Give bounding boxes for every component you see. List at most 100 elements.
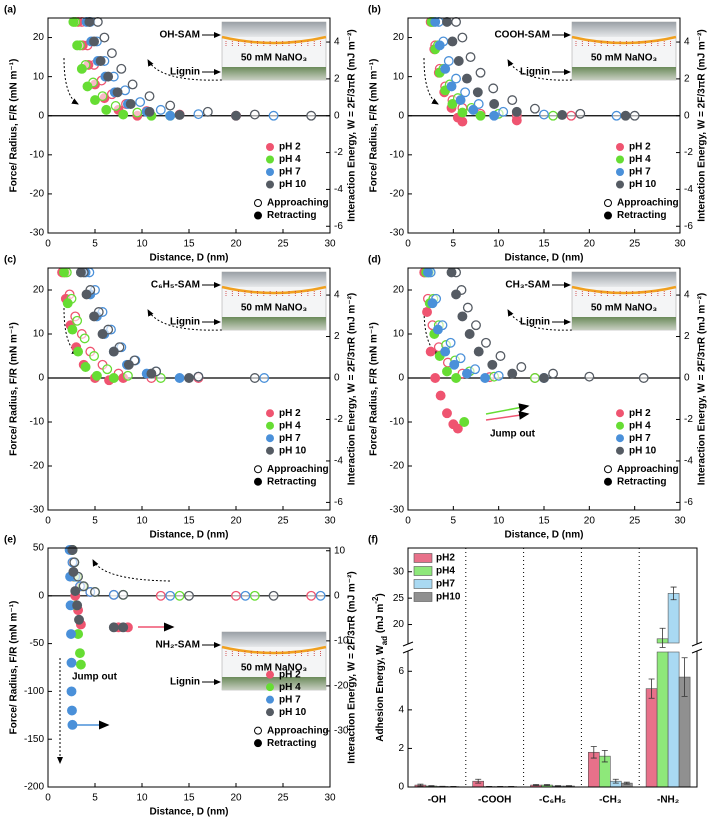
approach-point <box>475 67 486 78</box>
retract-point <box>435 390 446 401</box>
approach-point <box>106 48 117 59</box>
retract-point <box>62 298 73 309</box>
legend-label: pH10 <box>436 592 461 603</box>
inset-sam <box>571 285 677 295</box>
legend-label: pH 7 <box>279 433 301 444</box>
legend-marker <box>616 168 624 176</box>
retract-point <box>174 373 185 383</box>
x-tick-label: 25 <box>629 516 641 527</box>
legend-marker <box>604 477 612 486</box>
approach-point <box>451 16 462 27</box>
legend-label: pH 4 <box>629 154 651 165</box>
legend-label: pH7 <box>436 579 455 590</box>
jump-arrow <box>485 403 530 415</box>
retract-point <box>422 307 432 317</box>
x-tick-label: -OH <box>428 795 446 806</box>
x-tick-label: 20 <box>230 239 242 250</box>
label-part: -2 <box>371 596 380 604</box>
y-tick-label: 25 <box>393 593 405 604</box>
retract-point <box>73 346 84 357</box>
y2-tick-label: 0 <box>684 110 690 121</box>
inset-sam-label: OH-SAM <box>159 30 200 41</box>
retract-point <box>511 106 522 117</box>
inset-sam <box>221 645 327 655</box>
approach-point <box>268 590 279 601</box>
approach-point <box>108 589 119 600</box>
panel-label: (a) <box>4 5 16 16</box>
inset-substrate <box>222 67 326 80</box>
legend-marker <box>254 199 262 207</box>
retract-point <box>108 622 119 633</box>
legend-label: Retracting <box>617 476 666 487</box>
legend-label: pH 2 <box>629 408 651 419</box>
approach-point <box>495 351 506 361</box>
y-tick-label: -150 <box>24 734 44 745</box>
y-tick-label: -10 <box>30 417 45 428</box>
x-tick-label: 30 <box>674 516 686 527</box>
inset-substrate-label: Lignin <box>520 67 550 78</box>
panel-label: (e) <box>4 535 16 546</box>
approach-point <box>144 91 155 102</box>
approach-point <box>539 109 549 120</box>
x-tick-label: 10 <box>136 239 148 250</box>
legend-label: Retracting <box>617 210 666 221</box>
retract-point <box>70 586 81 596</box>
x-tick-label: 0 <box>45 239 51 250</box>
axis-break <box>404 644 412 651</box>
approach-point <box>174 590 185 601</box>
inset-probe <box>572 22 676 37</box>
legend-label: pH 7 <box>629 167 651 178</box>
inset-substrate-label: Lignin <box>170 677 200 688</box>
y-axis-label: Force/ Radius, F/R (mN m⁻¹) <box>9 322 20 456</box>
y-tick-label: 10 <box>33 329 45 340</box>
y-tick-label: 0 <box>38 590 44 601</box>
legend-swatch <box>413 553 433 563</box>
y-tick-label: 0 <box>398 110 404 121</box>
bar <box>656 651 669 788</box>
retract-point <box>457 107 468 118</box>
legend-marker <box>266 708 274 717</box>
retract-point <box>144 106 155 117</box>
x-tick-label: -NH₂ <box>657 795 679 806</box>
guide-arrow <box>507 59 573 81</box>
retract-point <box>74 614 84 625</box>
retract-point <box>174 109 185 120</box>
inset-solution: 50 mM NaNO₃ <box>241 53 308 64</box>
approach-point <box>165 100 176 111</box>
y-tick-label: 10 <box>393 329 405 340</box>
approach-point <box>548 110 559 121</box>
y2-tick-label: -6 <box>684 221 693 232</box>
approach-point <box>455 353 466 364</box>
y2-tick-label: 10 <box>334 545 346 556</box>
approach-point <box>529 103 540 114</box>
y2-tick-label: -6 <box>334 497 343 508</box>
legend-label: Retracting <box>267 738 316 749</box>
x-tick-label: 10 <box>136 516 148 527</box>
retract-point <box>97 329 108 339</box>
approach-point <box>78 581 89 592</box>
approach-point <box>249 373 260 383</box>
y-tick-label: -200 <box>24 782 44 793</box>
x-tick-label: 5 <box>92 516 98 527</box>
x-tick-label: 25 <box>277 793 289 804</box>
x-tick-label: 10 <box>136 793 148 804</box>
retract-point <box>557 109 568 120</box>
approach-point <box>451 73 462 84</box>
y-tick-label: -10 <box>30 149 45 160</box>
legend-marker <box>266 180 274 189</box>
retract-point <box>430 16 441 27</box>
error-bar <box>623 781 630 785</box>
approach-point <box>116 63 127 74</box>
y2-tick-label: -2 <box>334 414 343 425</box>
label-part: Adhesion Energy, W <box>375 645 386 742</box>
x-tick-label: 25 <box>277 516 289 527</box>
approach-point <box>445 337 456 348</box>
approach-point <box>471 320 481 331</box>
plot-frame <box>47 547 331 788</box>
legend-label: pH 10 <box>629 179 657 190</box>
legend-marker <box>254 211 262 220</box>
approach-point <box>566 110 577 121</box>
retract-point <box>473 346 484 357</box>
inset-sam <box>571 35 677 45</box>
approach-point <box>132 107 143 118</box>
